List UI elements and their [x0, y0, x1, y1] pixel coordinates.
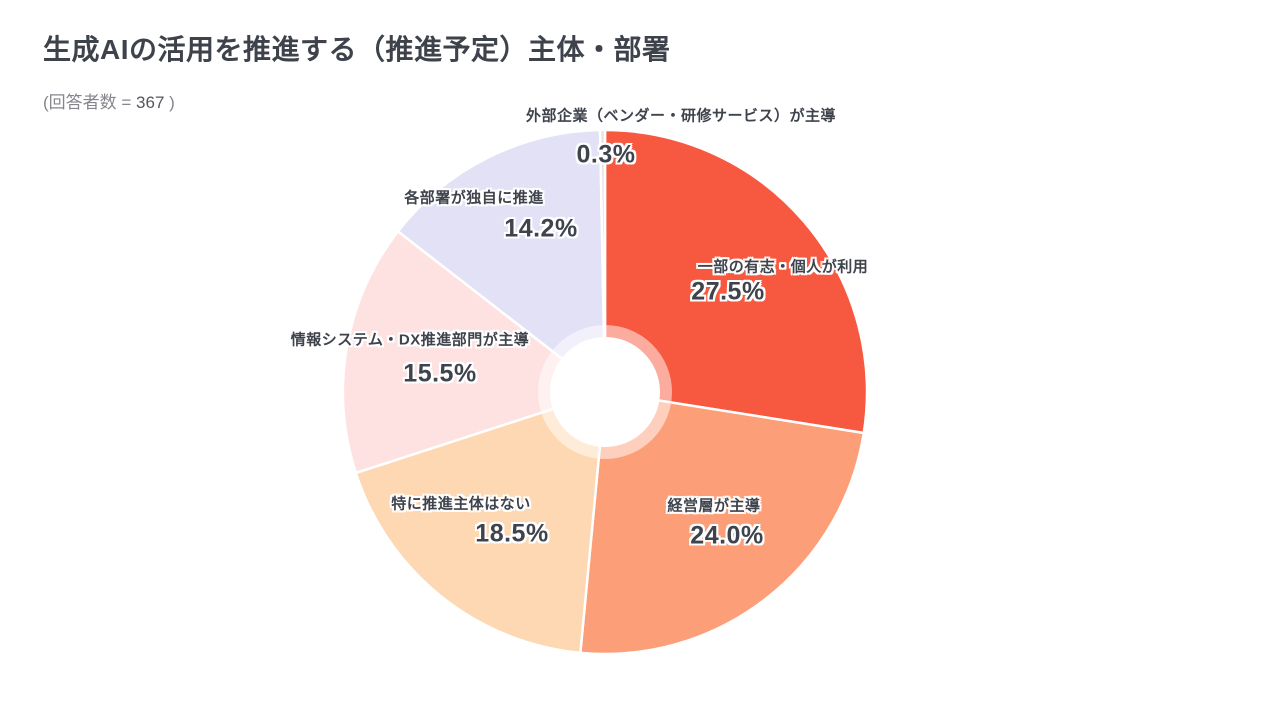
pie-slice-1	[579, 390, 866, 656]
pie-slice-3	[341, 230, 607, 475]
respondents-prefix: (回答者数 =	[43, 93, 137, 112]
respondents-suffix: )	[164, 93, 175, 112]
respondents-count: 367	[136, 93, 165, 112]
respondents-note: (回答者数 = 367 )	[43, 88, 175, 113]
pie-slice-2	[354, 390, 607, 655]
page-title: 生成AIの活用を推進する（推進予定）主体・部署	[43, 34, 671, 65]
pie-slice-0	[603, 128, 869, 435]
pie-slice-4	[396, 128, 607, 394]
donut-hole	[550, 337, 660, 447]
